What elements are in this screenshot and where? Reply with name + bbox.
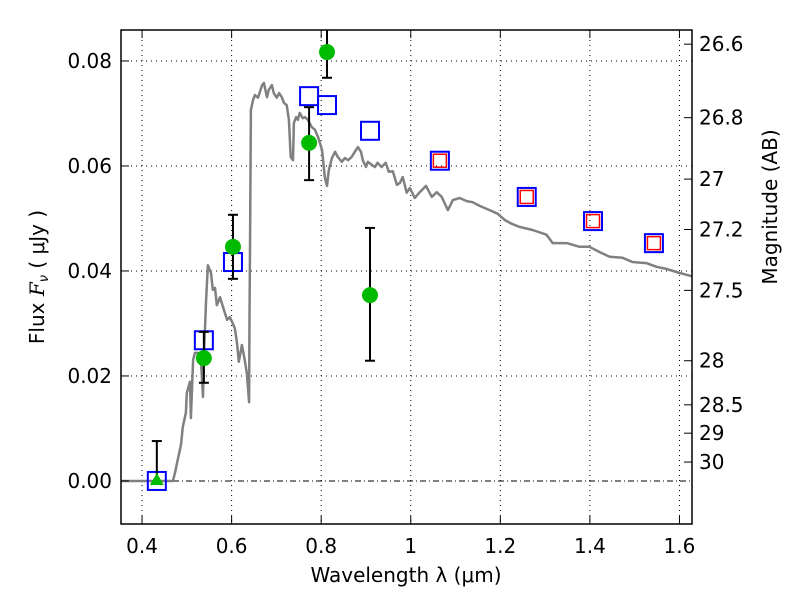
spectrum-line [121, 81, 692, 483]
x-tick-label: 1.6 [664, 534, 696, 558]
x-tick-label: 1.4 [574, 534, 606, 558]
observed-flux-marker [224, 238, 241, 255]
observed-upper-limit-marker [149, 472, 164, 485]
y2-tick-label: 27.2 [699, 217, 744, 241]
y-tick-label: 0.00 [67, 469, 112, 493]
x-tick-label: 0.4 [126, 534, 158, 558]
y-axis-label-subscript: ν [37, 275, 52, 282]
x-tick-label: 1.2 [484, 534, 516, 558]
observed-flux-marker [195, 350, 212, 367]
plot-frame [120, 29, 693, 525]
grid [121, 30, 692, 524]
y-tick-label: 0.02 [67, 364, 112, 388]
y-axis-label-symbol: F [25, 281, 49, 297]
axis-ticks: 0.4 0.6 0.8 1 1.2 1.4 1.6 0.00 0.02 0.04 0.06 0.08 2… [67, 30, 744, 558]
y2-tick-label: 27 [699, 167, 724, 191]
model-square-marker [429, 150, 450, 171]
y2-tick-label: 27.5 [699, 278, 744, 302]
x-tick-label: 0.6 [216, 534, 248, 558]
y2-tick-label: 26.6 [699, 32, 744, 56]
y2-tick-label: 30 [699, 450, 724, 474]
nir-square-marker [585, 213, 601, 229]
nir-square-marker [519, 189, 534, 205]
y-tick-label: 0.04 [67, 259, 112, 283]
y2-tick-label: 26.8 [699, 106, 744, 130]
model-square-marker [643, 233, 664, 254]
y-tick-label: 0.08 [67, 49, 112, 73]
model-square-marker [516, 186, 537, 207]
y2-tick-label: 29 [699, 421, 724, 445]
y-axis-label-suffix: ( μJy ) [25, 210, 49, 275]
model-square-marker [583, 211, 604, 232]
y-axis-label-prefix: Flux [25, 296, 49, 344]
plot-area [121, 30, 692, 491]
nir-square-marker [646, 235, 662, 251]
x-axis-label: Wavelength λ (μm) [310, 563, 501, 587]
observed-flux-marker [301, 134, 318, 151]
y2-axis-label: Magnitude (AB) [758, 129, 782, 284]
x-tick-label: 0.8 [305, 534, 337, 558]
model-square-marker [360, 120, 381, 141]
observed-flux-marker [319, 44, 336, 61]
model-square-marker [317, 95, 338, 116]
y2-tick-label: 28 [699, 349, 724, 373]
observed-flux-marker [362, 287, 379, 304]
nir-square-marker [432, 153, 448, 168]
y-axis-label: Flux Fν ( μJy ) [25, 210, 52, 344]
y-tick-label: 0.06 [67, 154, 112, 178]
x-tick-label: 1 [404, 534, 417, 558]
y2-tick-label: 28.5 [699, 393, 744, 417]
